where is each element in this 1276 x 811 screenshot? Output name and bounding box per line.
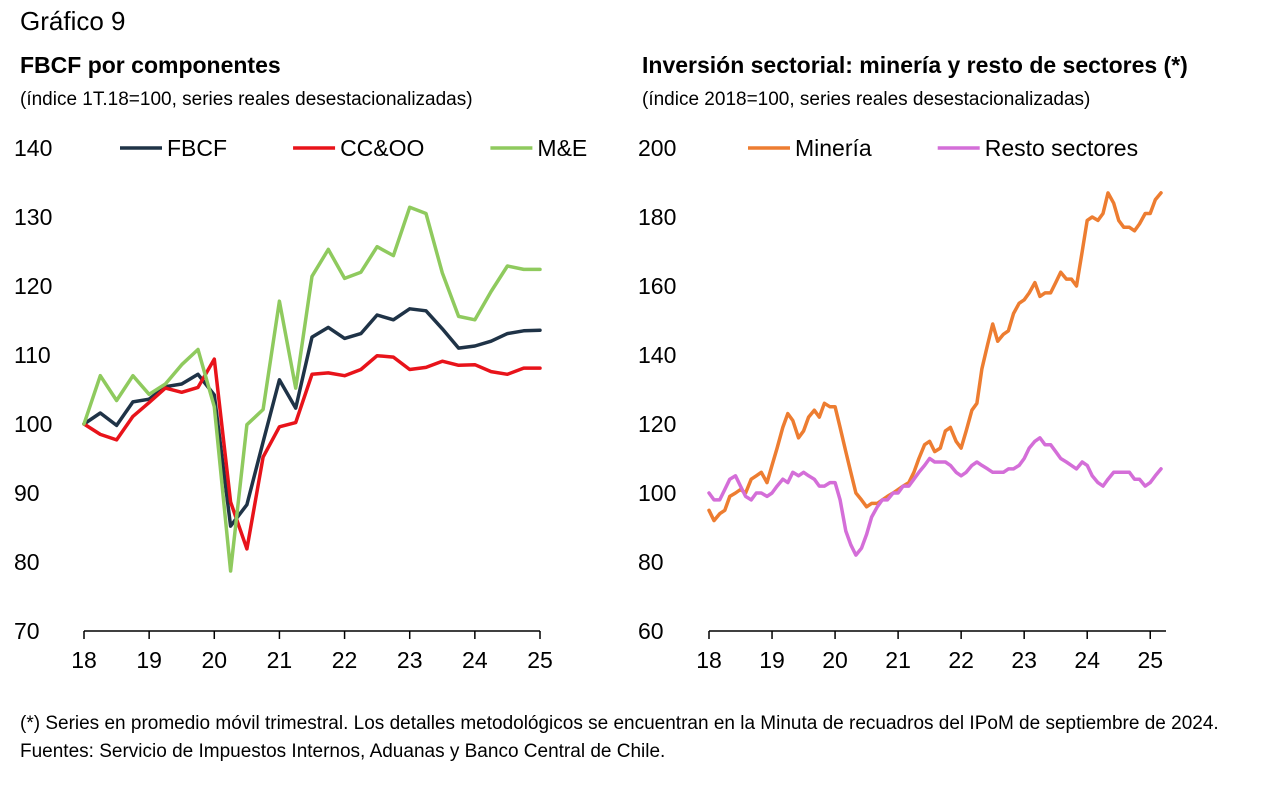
right-xtick-label: 19 bbox=[759, 647, 785, 673]
right-ytick-label: 160 bbox=[638, 273, 676, 299]
right-xtick-label: 18 bbox=[696, 647, 722, 673]
right-ytick-label: 180 bbox=[638, 204, 676, 230]
left-series-fbcf bbox=[82, 307, 542, 528]
left-series-m-e bbox=[82, 205, 542, 573]
notes: (*) Series en promedio móvil trimestral.… bbox=[20, 710, 1256, 766]
right-legend-label-miner-a: Minería bbox=[795, 135, 872, 161]
right-xtick-label: 20 bbox=[822, 647, 848, 673]
right-legend-label-resto-sectores: Resto sectores bbox=[985, 135, 1138, 161]
left-ytick-label: 80 bbox=[14, 549, 40, 575]
left-ytick-label: 100 bbox=[14, 411, 52, 437]
right-xtick-label: 22 bbox=[948, 647, 974, 673]
left-xtick-label: 23 bbox=[397, 647, 423, 673]
left-xtick-label: 18 bbox=[71, 647, 97, 673]
right-ytick-label: 80 bbox=[638, 549, 664, 575]
left-legend-label-m-e: M&E bbox=[537, 135, 587, 161]
left-xtick-label: 19 bbox=[136, 647, 162, 673]
right-chart-title: Inversión sectorial: minería y resto de … bbox=[642, 52, 1188, 78]
right-xtick-label: 25 bbox=[1137, 647, 1163, 673]
left-chart-subtitle: (índice 1T.18=100, series reales desesta… bbox=[20, 89, 473, 110]
right-xtick-label: 21 bbox=[885, 647, 911, 673]
left-xtick-label: 25 bbox=[527, 647, 553, 673]
source-note: Fuentes: Servicio de Impuestos Internos,… bbox=[20, 741, 666, 762]
left-ytick-label: 130 bbox=[14, 204, 52, 230]
right-ytick-label: 60 bbox=[638, 618, 664, 644]
right-series-miner-a bbox=[707, 191, 1163, 523]
left-ytick-label: 140 bbox=[14, 135, 52, 161]
right-chart-subtitle: (índice 2018=100, series reales desestac… bbox=[642, 89, 1091, 110]
left-xtick-label: 24 bbox=[462, 647, 488, 673]
right-ytick-label: 140 bbox=[638, 342, 676, 368]
left-xtick-label: 21 bbox=[267, 647, 293, 673]
figure-label: Gráfico 9 bbox=[20, 6, 126, 36]
left-ytick-label: 120 bbox=[14, 273, 52, 299]
right-xtick-label: 24 bbox=[1074, 647, 1100, 673]
right-ytick-label: 120 bbox=[638, 411, 676, 437]
left-ytick-label: 90 bbox=[14, 480, 40, 506]
right-xtick-label: 23 bbox=[1011, 647, 1037, 673]
left-ytick-label: 110 bbox=[14, 342, 51, 368]
left-xtick-label: 22 bbox=[332, 647, 358, 673]
right-ytick-label: 200 bbox=[638, 135, 676, 161]
left-xtick-label: 20 bbox=[201, 647, 227, 673]
left-ytick-label: 70 bbox=[14, 618, 40, 644]
footnote: (*) Series en promedio móvil trimestral.… bbox=[20, 713, 1219, 734]
left-chart-fbcf: 70 80 90 100 110 120 130 140 18 19 20 21 22 23 24 25 FBC… bbox=[14, 135, 587, 673]
right-ytick-label: 100 bbox=[638, 480, 676, 506]
left-legend-label-cc-oo: CC&OO bbox=[340, 135, 424, 161]
right-chart-inversion-sectorial: 60 80 100 120 140 160 180 200 18 19 20 21 22 23 24 25 Mi… bbox=[638, 135, 1166, 673]
left-chart-title: FBCF por componentes bbox=[20, 52, 281, 78]
left-legend-label-fbcf: FBCF bbox=[167, 135, 227, 161]
left-series-cc-oo bbox=[82, 353, 542, 551]
right-series-resto-sectores bbox=[707, 436, 1163, 557]
